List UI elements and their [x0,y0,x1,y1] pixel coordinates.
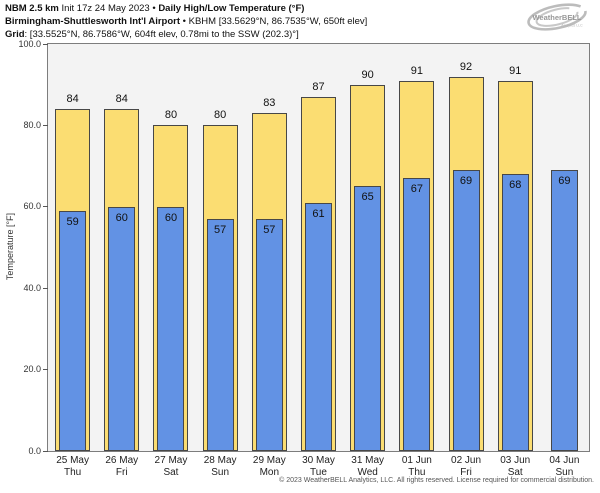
y-axis-tick-mark [43,43,48,45]
low-value-label: 57 [263,224,276,237]
plot-area: 0.0 20.0 40.0 60.0 80.0 100.0 84 59 25 May Thu 84 6… [18,39,590,478]
title-line-1: NBM 2.5 km Init 17z 24 May 2023 • Daily … [5,2,367,15]
y-axis-tick-mark [43,206,48,208]
low-value-label: 69 [459,175,473,188]
y-axis-tick-mark [43,124,48,126]
y-axis-tick-label: 20.0 [23,364,41,375]
y-axis-tick-mark [43,450,48,452]
x-axis-tick-label: 01 Jun Thu [401,455,432,478]
low-temp-bar [305,202,332,451]
x-axis-tick-label: 28 May Sun [203,455,237,478]
high-value-label: 92 [459,60,473,73]
low-temp-bar [157,206,185,451]
y-axis-tick-label: 0.0 [28,445,41,456]
low-value-label: 69 [558,175,571,188]
logo-brand-text: WeatherBELL [532,13,581,22]
logo-sub-text: Analytics LLC [561,24,583,28]
high-value-label: 80 [164,109,178,122]
y-axis-tick-label: 40.0 [23,282,41,293]
low-value-label: 68 [509,179,522,192]
low-temp-bar [403,178,431,451]
low-value-label: 59 [66,215,79,228]
chart-header: NBM 2.5 km Init 17z 24 May 2023 • Daily … [5,2,367,41]
low-temp-bar [452,170,480,451]
x-axis-tick-label: 27 May Sat [154,455,188,478]
low-temp-bar [255,219,283,451]
low-temp-bar [354,186,382,451]
low-value-label: 60 [115,211,128,224]
station-details: • KBHM [33.5629°N, 86.7535°W, 650ft elev… [180,16,368,27]
high-value-label: 80 [214,109,227,122]
low-temp-bar [108,206,136,451]
high-value-label: 87 [312,80,325,93]
high-value-label: 84 [66,93,79,106]
low-value-label: 65 [361,191,374,204]
x-axis-tick-label: 04 Jun Sun [549,455,580,478]
y-axis-title: Temperature [°F] [5,212,15,281]
product-name: Daily High/Low Temperature (°F) [158,3,305,14]
low-value-label: 60 [164,211,178,224]
high-value-label: 91 [410,64,423,77]
x-axis-tick-label: 02 Jun Fri [451,455,482,478]
y-axis-tick-mark [43,369,48,371]
y-axis-tick-label: 100.0 [18,38,41,49]
weatherbell-swirl-icon: WeatherBELL Analytics LLC [527,3,587,31]
x-axis-tick-label: 30 May Tue [302,455,335,478]
low-value-label: 61 [312,207,325,220]
y-axis-tick-mark [43,287,48,289]
low-value-label: 57 [214,224,227,237]
low-temp-bar [501,174,529,451]
x-axis-tick-label: 31 May Wed [351,455,385,478]
high-value-label: 83 [263,97,276,110]
x-axis-tick-label: 29 May Mon [252,455,286,478]
x-axis-tick-label: 03 Jun Sat [500,455,531,478]
init-time: Init 17z 24 May 2023 • [58,3,159,14]
model-name: NBM 2.5 km [5,3,59,14]
low-temp-bar [206,219,234,451]
grid-label: Grid [5,29,25,40]
x-axis-tick-label: 25 May Thu [56,455,89,478]
low-temp-bar [550,170,578,451]
y-axis-tick-label: 80.0 [23,119,41,130]
high-value-label: 84 [115,93,128,106]
title-line-2: Birmingham-Shuttlesworth Int'l Airport •… [5,15,367,28]
y-axis-tick-label: 60.0 [23,201,41,212]
station-name: Birmingham-Shuttlesworth Int'l Airport [5,16,181,27]
grid-details: : [33.5525°N, 86.7586°W, 604ft elev, 0.7… [24,29,299,40]
high-value-label: 90 [361,68,374,81]
low-value-label: 67 [410,183,423,196]
high-value-label: 91 [509,64,522,77]
x-axis-tick-label: 26 May Fri [105,455,139,478]
copyright-text: © 2023 WeatherBELL Analytics, LLC. All r… [279,477,594,484]
weatherbell-logo: WeatherBELL Analytics LLC [520,2,594,39]
low-temp-bar [59,210,87,451]
title-line-3: Grid: [33.5525°N, 86.7586°W, 604ft elev,… [5,28,367,41]
